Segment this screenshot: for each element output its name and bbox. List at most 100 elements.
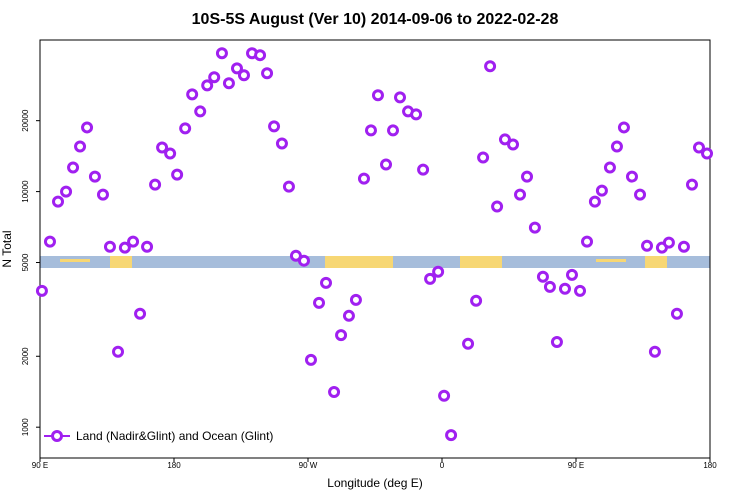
data-point [514,188,527,201]
data-point [237,69,250,82]
data-point [335,329,348,342]
data-point [349,293,362,306]
data-point [491,200,504,213]
data-point [222,77,235,90]
land [60,259,90,262]
data-point [313,296,326,309]
data-point [424,272,437,285]
data-point [201,79,214,92]
x-tick-label: 90 E [32,461,48,470]
data-point [171,168,184,181]
data-point [81,121,94,134]
data-point [164,147,177,160]
data-point [445,429,458,442]
data-point [74,140,87,153]
data-point [215,47,228,60]
plot-frame [39,39,711,459]
data-point [417,163,430,176]
data-point [543,280,556,293]
data-point [662,236,675,249]
data-point [208,71,221,84]
data-point [610,140,623,153]
data-point [179,122,192,135]
data-point [96,188,109,201]
data-point [186,88,199,101]
x-tick-label: 90 W [299,461,318,470]
data-point [641,239,654,252]
data-point [112,345,125,358]
land [645,256,667,268]
data-point [156,141,169,154]
data-point [52,195,65,208]
y-axis-label: N Total [0,230,14,267]
x-tick-label: 90 E [568,461,584,470]
data-point [634,188,647,201]
chart-title: 10S-5S August (Ver 10) 2014-09-06 to 202… [192,11,559,28]
data-point [328,386,341,399]
data-point [371,89,384,102]
data-point [677,240,690,253]
legend: Land (Nadir&Glint) and Ocean (Glint) [44,429,273,443]
data-point [67,161,80,174]
legend-label: Land (Nadir&Glint) and Ocean (Glint) [76,429,273,443]
data-point [88,170,101,183]
data-point [230,62,243,75]
data-point [701,147,714,160]
data-point [254,49,267,62]
data-point [498,133,511,146]
data-point [275,137,288,150]
data-point [282,180,295,193]
data-point [588,195,601,208]
data-point [149,178,162,191]
y-tick-label: 5000 [21,253,30,271]
data-point [35,284,48,297]
x-tick-label: 0 [440,461,445,470]
y-tick-label: 20000 [21,109,30,132]
data-point [565,268,578,281]
x-tick-label: 180 [703,461,717,470]
y-tick-label: 2000 [21,347,30,365]
y-tick-label: 10000 [21,180,30,203]
x-tick-label: 180 [167,461,181,470]
data-point [648,345,661,358]
data-point [470,294,483,307]
data-point [432,265,445,278]
data-point [60,185,73,198]
land [110,256,132,268]
data-point [692,141,705,154]
data-point [194,105,207,118]
data-point [438,389,451,402]
land [325,256,393,268]
data-point [507,138,520,151]
data-point [342,309,355,322]
land [460,256,502,268]
data-point [603,161,616,174]
data-point [625,170,638,183]
data-point [595,184,608,197]
data-point [268,120,281,133]
legend-marker [51,430,63,442]
data-point [364,124,377,137]
data-point [558,282,571,295]
data-point [581,235,594,248]
data-point [380,158,393,171]
data-point [357,172,370,185]
data-point [685,178,698,191]
data-point [127,235,140,248]
data-point [387,124,400,137]
data-point [304,353,317,366]
data-point [43,235,56,248]
y-tick-label: 1000 [21,418,30,436]
data-point [550,335,563,348]
data-point [521,170,534,183]
data-point [134,307,147,320]
data-point [297,254,310,267]
data-point [462,337,475,350]
data-point [261,67,274,80]
data-point [528,221,541,234]
data-point [477,151,490,164]
data-point [118,241,131,254]
land [596,259,626,262]
data-point [670,307,683,320]
